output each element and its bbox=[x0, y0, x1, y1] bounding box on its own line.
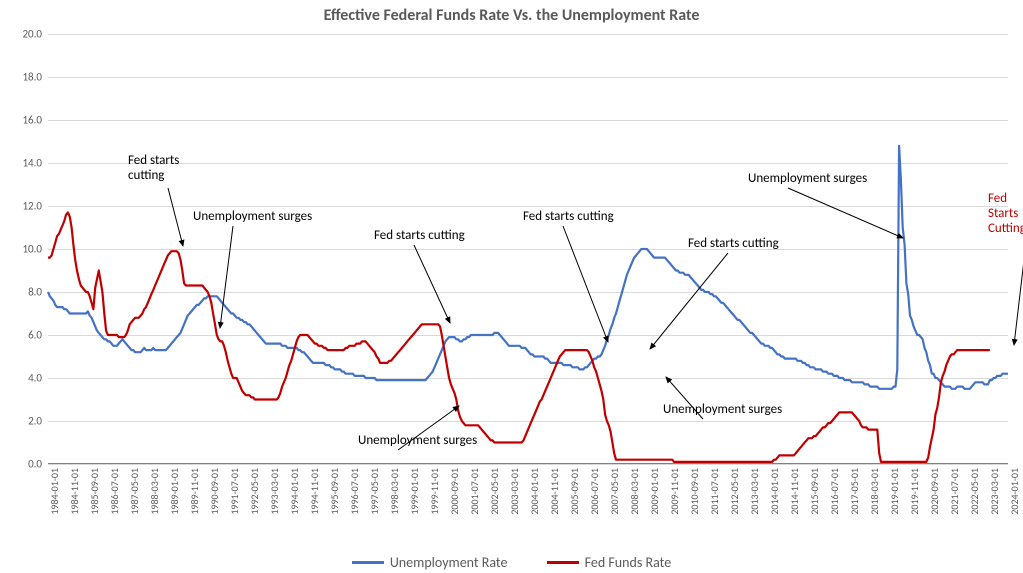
y-tick-label: 6.0 bbox=[28, 329, 48, 342]
x-tick-label: 2004-11-01 bbox=[548, 468, 561, 515]
annotation-label: Fed starts cutting bbox=[523, 210, 614, 225]
y-tick-label: 8.0 bbox=[28, 286, 48, 299]
x-tick-label: 2002-05-01 bbox=[488, 468, 501, 515]
x-tick-label: 1988-03-01 bbox=[148, 468, 161, 515]
legend-swatch-unemployment bbox=[352, 561, 384, 564]
x-tick-label: 2020-09-01 bbox=[928, 468, 941, 515]
x-tick-label: 1997-05-01 bbox=[368, 468, 381, 515]
x-tick-label: 2000-09-01 bbox=[448, 468, 461, 515]
annotation-label: Unemployment surges bbox=[193, 210, 312, 225]
legend-label-fedfunds: Fed Funds Rate bbox=[585, 554, 672, 571]
legend-item-unemployment: Unemployment Rate bbox=[352, 554, 508, 571]
x-tick-label: 1999-11-01 bbox=[428, 468, 441, 515]
annotation-arrows bbox=[48, 34, 1008, 464]
y-tick-label: 4.0 bbox=[28, 372, 48, 385]
y-tick-label: 10.0 bbox=[22, 243, 48, 256]
x-tick-label: 1999-01-01 bbox=[408, 468, 421, 515]
x-tick-label: 1998-03-01 bbox=[388, 468, 401, 515]
x-tick-label: 1996-07-01 bbox=[348, 468, 361, 515]
x-tick-label: 2013-03-01 bbox=[748, 468, 761, 515]
x-tick-label: 1987-05-01 bbox=[128, 468, 141, 515]
annotation-label: Fed Starts Cutting bbox=[988, 192, 1023, 237]
x-tick-label: 2014-11-01 bbox=[788, 468, 801, 515]
x-tick-label: 2017-05-01 bbox=[848, 468, 861, 515]
x-tick-label: 1994-01-01 bbox=[288, 468, 301, 515]
annotation-arrow bbox=[788, 188, 903, 238]
annotation-label: Fed starts cutting bbox=[128, 154, 179, 184]
annotation-arrow bbox=[414, 245, 450, 323]
x-tick-label: 2009-01-01 bbox=[648, 468, 661, 515]
x-tick-label: 2004-01-01 bbox=[528, 468, 541, 515]
x-tick-label: 2012-05-01 bbox=[728, 468, 741, 515]
legend-swatch-fedfunds bbox=[547, 561, 579, 564]
x-tick-label: 1985-09-01 bbox=[88, 468, 101, 515]
x-tick-label: 1990-09-01 bbox=[208, 468, 221, 515]
y-tick-label: 0.0 bbox=[28, 458, 48, 471]
x-tick-label: 2014-01-01 bbox=[768, 468, 781, 515]
y-tick-label: 20.0 bbox=[22, 28, 48, 41]
x-tick-label: 2005-09-01 bbox=[568, 468, 581, 515]
x-tick-label: 2019-11-01 bbox=[908, 468, 921, 515]
annotation-arrow bbox=[168, 188, 183, 246]
annotation-label: Fed starts cutting bbox=[688, 237, 779, 252]
x-tick-label: 1989-11-01 bbox=[188, 468, 201, 515]
annotation-label: Unemployment surges bbox=[748, 172, 867, 187]
x-tick-label: 2011-07-01 bbox=[708, 468, 721, 515]
annotation-arrow bbox=[650, 253, 728, 349]
x-tick-label: 2021-07-01 bbox=[948, 468, 961, 515]
x-tick-label: 1992-05-01 bbox=[248, 468, 261, 515]
x-tick-label: 2007-05-01 bbox=[608, 468, 621, 515]
plot-area: 0.02.04.06.08.010.012.014.016.018.020.0 … bbox=[48, 34, 1008, 464]
x-tick-label: 2018-03-01 bbox=[868, 468, 881, 515]
x-tick-label: 2022-05-01 bbox=[968, 468, 981, 515]
gridline bbox=[48, 464, 1008, 465]
x-tick-label: 1995-09-01 bbox=[328, 468, 341, 515]
x-tick-label: 2001-07-01 bbox=[468, 468, 481, 515]
x-tick-label: 1989-01-01 bbox=[168, 468, 181, 515]
annotation-arrow bbox=[1014, 226, 1023, 345]
y-tick-label: 14.0 bbox=[22, 157, 48, 170]
x-tick-label: 1984-11-01 bbox=[68, 468, 81, 515]
legend-item-fedfunds: Fed Funds Rate bbox=[547, 554, 672, 571]
x-tick-label: 2006-07-01 bbox=[588, 468, 601, 515]
x-tick-label: 2024-01-01 bbox=[1008, 468, 1021, 515]
x-tick-label: 1984-01-01 bbox=[48, 468, 61, 515]
x-tick-label: 2019-01-01 bbox=[888, 468, 901, 515]
annotation-arrow bbox=[563, 226, 608, 342]
x-tick-label: 2009-11-01 bbox=[668, 468, 681, 515]
legend-label-unemployment: Unemployment Rate bbox=[390, 554, 508, 571]
y-tick-label: 16.0 bbox=[22, 114, 48, 127]
legend: Unemployment Rate Fed Funds Rate bbox=[0, 551, 1023, 571]
x-tick-label: 1994-11-01 bbox=[308, 468, 321, 515]
y-tick-label: 18.0 bbox=[22, 71, 48, 84]
y-tick-label: 2.0 bbox=[28, 415, 48, 428]
x-tick-label: 1991-07-01 bbox=[228, 468, 241, 515]
x-tick-label: 1986-07-01 bbox=[108, 468, 121, 515]
y-tick-label: 12.0 bbox=[22, 200, 48, 213]
annotation-label: Fed starts cutting bbox=[374, 229, 465, 244]
x-tick-label: 2015-09-01 bbox=[808, 468, 821, 515]
x-tick-label: 2016-07-01 bbox=[828, 468, 841, 515]
x-tick-label: 2010-09-01 bbox=[688, 468, 701, 515]
annotation-label: Unemployment surges bbox=[358, 434, 477, 449]
chart-container: Effective Federal Funds Rate Vs. the Une… bbox=[0, 0, 1023, 573]
x-tick-label: 1993-03-01 bbox=[268, 468, 281, 515]
annotation-label: Unemployment surges bbox=[663, 403, 782, 418]
x-tick-label: 2023-03-01 bbox=[988, 468, 1001, 515]
chart-title: Effective Federal Funds Rate Vs. the Une… bbox=[0, 6, 1023, 25]
annotation-arrow bbox=[220, 226, 233, 328]
x-tick-label: 2003-03-01 bbox=[508, 468, 521, 515]
x-tick-label: 2008-03-01 bbox=[628, 468, 641, 515]
